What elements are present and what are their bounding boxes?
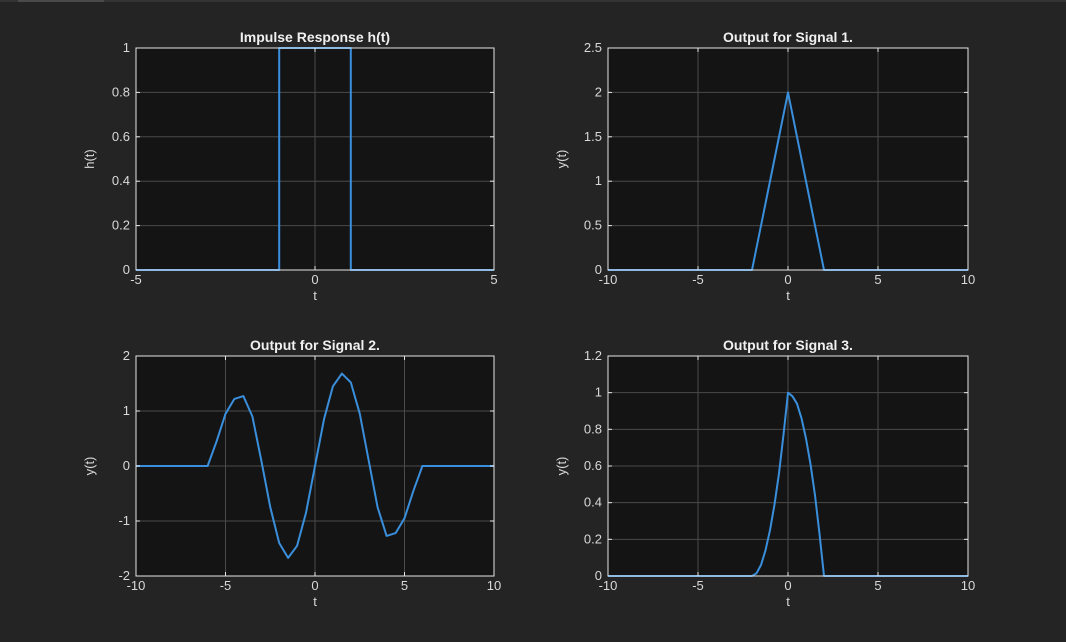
axes-title: Output for Signal 2. <box>250 337 380 353</box>
y-axis-label: y(t) <box>82 457 97 476</box>
y-tick-label: 0 <box>123 262 130 277</box>
y-tick-label: 1 <box>123 403 130 418</box>
series-line-1 <box>136 372 494 559</box>
y-axis-label: y(t) <box>554 457 569 476</box>
y-axis-label: y(t) <box>554 150 569 169</box>
y-tick-label: 1 <box>595 385 602 400</box>
y-tick-label: 0.5 <box>584 218 602 233</box>
x-tick-label: 5 <box>874 578 881 593</box>
x-tick-label: 0 <box>311 578 318 593</box>
y-tick-label: 0.4 <box>112 173 130 188</box>
y-tick-label: 0.6 <box>112 129 130 144</box>
x-axis-label: t <box>786 288 790 303</box>
x-tick-label: 10 <box>961 272 975 287</box>
x-tick-label: -5 <box>220 578 232 593</box>
y-tick-label: -2 <box>118 568 130 583</box>
x-tick-label: 0 <box>311 272 318 287</box>
y-tick-label: 2 <box>595 84 602 99</box>
x-tick-label: 0 <box>784 272 791 287</box>
x-tick-label: -5 <box>130 272 142 287</box>
figure-tab[interactable] <box>18 0 104 2</box>
x-tick-label: -5 <box>692 578 704 593</box>
series-line-1 <box>608 391 968 577</box>
x-axis-label: t <box>786 594 790 609</box>
y-tick-label: 0.2 <box>584 531 602 546</box>
y-tick-label: 0.8 <box>112 84 130 99</box>
y-tick-label: 0.8 <box>584 421 602 436</box>
y-tick-label: 1.5 <box>584 129 602 144</box>
x-tick-label: -5 <box>692 272 704 287</box>
x-tick-label: 5 <box>490 272 497 287</box>
x-axis-label: t <box>313 594 317 609</box>
window-top-bar <box>0 0 1066 2</box>
x-tick-label: 10 <box>961 578 975 593</box>
axes-title: Output for Signal 3. <box>723 337 853 353</box>
y-tick-label: -1 <box>118 513 130 528</box>
y-tick-label: 0 <box>123 458 130 473</box>
x-tick-label: -10 <box>127 578 146 593</box>
y-tick-label: 0 <box>595 262 602 277</box>
x-tick-label: 5 <box>874 272 881 287</box>
axes-title: Output for Signal 1. <box>723 29 853 45</box>
x-tick-label: 0 <box>784 578 791 593</box>
x-tick-label: -10 <box>599 578 618 593</box>
y-tick-label: 0.2 <box>112 218 130 233</box>
y-tick-label: 1.2 <box>584 348 602 363</box>
y-tick-label: 2.5 <box>584 40 602 55</box>
x-tick-label: 10 <box>487 578 501 593</box>
y-tick-label: 0.4 <box>584 495 602 510</box>
y-tick-label: 0 <box>595 568 602 583</box>
x-axis-label: t <box>313 288 317 303</box>
axes-2: -10 -5 0 5 10 0 0.5 1 1.5 2 2.5 Output for Signal 1… <box>554 29 975 303</box>
y-tick-label: 0.6 <box>584 458 602 473</box>
y-tick-label: 2 <box>123 348 130 363</box>
axes-title: Impulse Response h(t) <box>240 29 390 45</box>
y-tick-label: 1 <box>123 40 130 55</box>
y-tick-label: 1 <box>595 173 602 188</box>
axes-4: -10 -5 0 5 10 0 0.2 0.4 0.6 0.8 1 1.2 Output for Sig… <box>554 337 975 609</box>
x-tick-label: 5 <box>401 578 408 593</box>
y-axis-label: h(t) <box>82 149 97 169</box>
x-tick-label: -10 <box>599 272 618 287</box>
